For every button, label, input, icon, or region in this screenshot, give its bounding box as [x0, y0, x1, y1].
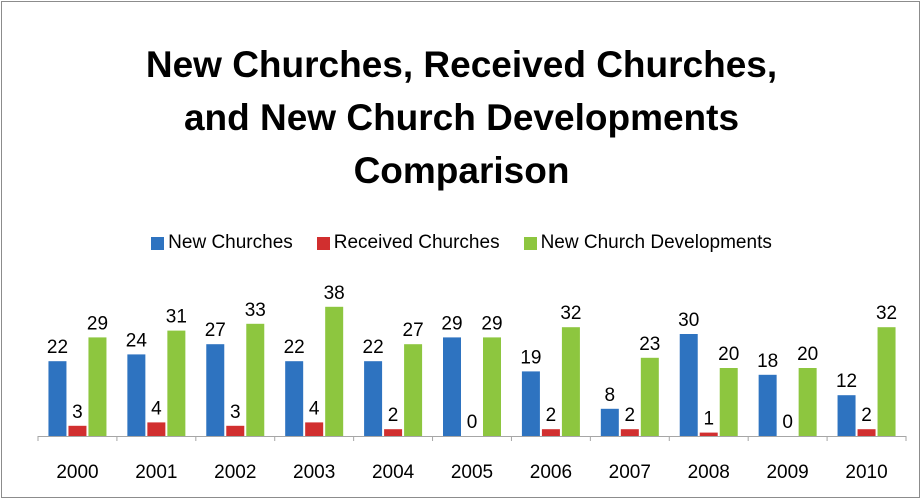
bar-new-churches-2009	[758, 374, 777, 436]
bar-new-churches-2005	[443, 337, 461, 436]
bar-new-church-developments-2001	[167, 330, 186, 436]
data-label-new-church-developments-2001: 31	[166, 307, 187, 328]
data-label-new-churches-2000: 22	[47, 337, 68, 358]
data-label-new-churches-2003: 22	[284, 337, 305, 358]
legend-item-new-churches: New Churches	[151, 232, 293, 254]
data-label-new-churches-2010: 12	[836, 371, 857, 392]
bar-received-churches-2004	[384, 429, 403, 436]
bar-new-church-developments-2005	[483, 337, 501, 436]
bar-new-churches-2006	[521, 371, 540, 436]
data-label-new-church-developments-2000: 29	[87, 313, 108, 334]
data-label-new-churches-2002: 27	[205, 320, 226, 341]
data-label-new-churches-2007: 8	[605, 385, 616, 406]
bar-new-churches-2007	[600, 408, 619, 436]
x-tick-label-2006: 2006	[530, 462, 572, 483]
bar-new-churches-2010	[837, 395, 856, 436]
x-tick-label-2003: 2003	[293, 462, 335, 483]
data-label-new-churches-2009: 18	[757, 351, 778, 372]
legend-swatch-new-churches	[151, 236, 165, 250]
bar-new-church-developments-2009	[798, 368, 817, 436]
bar-new-church-developments-2003	[325, 306, 344, 436]
bar-new-churches-2003	[285, 361, 304, 436]
legend-swatch-new-church-developments	[523, 236, 537, 250]
bar-new-churches-2001	[127, 354, 146, 436]
data-label-new-church-developments-2004: 27	[403, 320, 424, 341]
bar-new-church-developments-2010	[877, 327, 896, 436]
x-tick-label-2007: 2007	[609, 462, 651, 483]
bar-received-churches-2002	[226, 425, 245, 436]
data-label-new-church-developments-2007: 23	[639, 334, 660, 355]
chart-legend: New Churches Received Churches New Churc…	[0, 232, 923, 254]
x-tick-label-2004: 2004	[372, 462, 415, 483]
data-label-received-churches-2007: 2	[625, 405, 636, 426]
chart-title-line-3: Comparison	[353, 150, 570, 191]
bar-new-church-developments-2007	[640, 357, 659, 436]
data-label-received-churches-2005: 0	[467, 412, 478, 433]
x-tick-label-2000: 2000	[56, 462, 98, 483]
bar-new-churches-2000	[48, 361, 67, 436]
data-label-received-churches-2004: 2	[388, 405, 399, 426]
data-label-new-churches-2006: 19	[520, 347, 541, 368]
data-label-new-church-developments-2010: 32	[876, 303, 897, 324]
legend-label-new-church-developments: New Church Developments	[540, 232, 772, 253]
data-label-new-churches-2005: 29	[441, 313, 462, 334]
bar-new-churches-2004	[364, 361, 383, 436]
chart-title-line-2: and New Church Developments	[183, 97, 740, 138]
x-tick-label-2010: 2010	[845, 462, 887, 483]
data-label-new-churches-2001: 24	[126, 330, 148, 351]
bar-new-church-developments-2008	[719, 368, 738, 436]
data-label-received-churches-2010: 2	[861, 405, 872, 426]
data-label-received-churches-2002: 3	[230, 402, 241, 423]
bar-received-churches-2010	[857, 429, 876, 436]
x-tick-label-2002: 2002	[214, 462, 256, 483]
data-label-new-church-developments-2006: 32	[560, 303, 581, 324]
legend-item-new-church-developments: New Church Developments	[523, 232, 772, 254]
data-label-received-churches-2009: 0	[782, 412, 793, 433]
data-label-received-churches-2003: 4	[309, 398, 320, 419]
legend-label-received-churches: Received Churches	[333, 232, 500, 253]
bar-new-churches-2008	[679, 334, 698, 436]
chart-title-line-1: New Churches, Received Churches,	[145, 44, 778, 85]
data-label-new-churches-2008: 30	[678, 310, 699, 331]
chart-title: New Churches, Received Churches, and New…	[0, 38, 923, 197]
data-label-new-church-developments-2002: 33	[245, 300, 266, 321]
legend-label-new-churches: New Churches	[168, 232, 293, 253]
x-tick-label-2009: 2009	[766, 462, 808, 483]
x-tick-label-2001: 2001	[135, 462, 177, 483]
bar-new-church-developments-2006	[561, 327, 580, 436]
bar-received-churches-2008	[699, 432, 718, 436]
data-label-received-churches-2001: 4	[151, 398, 162, 419]
bar-received-churches-2006	[541, 429, 560, 436]
bar-received-churches-2001	[147, 422, 166, 436]
bar-new-churches-2002	[206, 344, 225, 436]
data-label-new-churches-2004: 22	[363, 337, 384, 358]
data-label-new-church-developments-2005: 29	[481, 313, 502, 334]
legend-item-received-churches: Received Churches	[316, 232, 500, 254]
data-label-received-churches-2008: 1	[703, 409, 714, 430]
data-label-new-church-developments-2009: 20	[797, 344, 818, 365]
data-label-new-church-developments-2008: 20	[718, 344, 739, 365]
x-tick-label-2008: 2008	[688, 462, 730, 483]
data-label-received-churches-2000: 3	[72, 402, 83, 423]
data-label-new-church-developments-2003: 38	[324, 283, 345, 304]
bar-new-church-developments-2000	[88, 337, 107, 436]
bar-received-churches-2003	[305, 422, 324, 436]
data-label-received-churches-2006: 2	[546, 405, 557, 426]
bar-new-church-developments-2002	[246, 323, 265, 436]
bar-received-churches-2000	[68, 425, 87, 436]
x-tick-label-2005: 2005	[451, 462, 493, 483]
bar-received-churches-2007	[620, 429, 639, 436]
legend-swatch-received-churches	[316, 236, 330, 250]
bar-new-church-developments-2004	[404, 344, 423, 436]
